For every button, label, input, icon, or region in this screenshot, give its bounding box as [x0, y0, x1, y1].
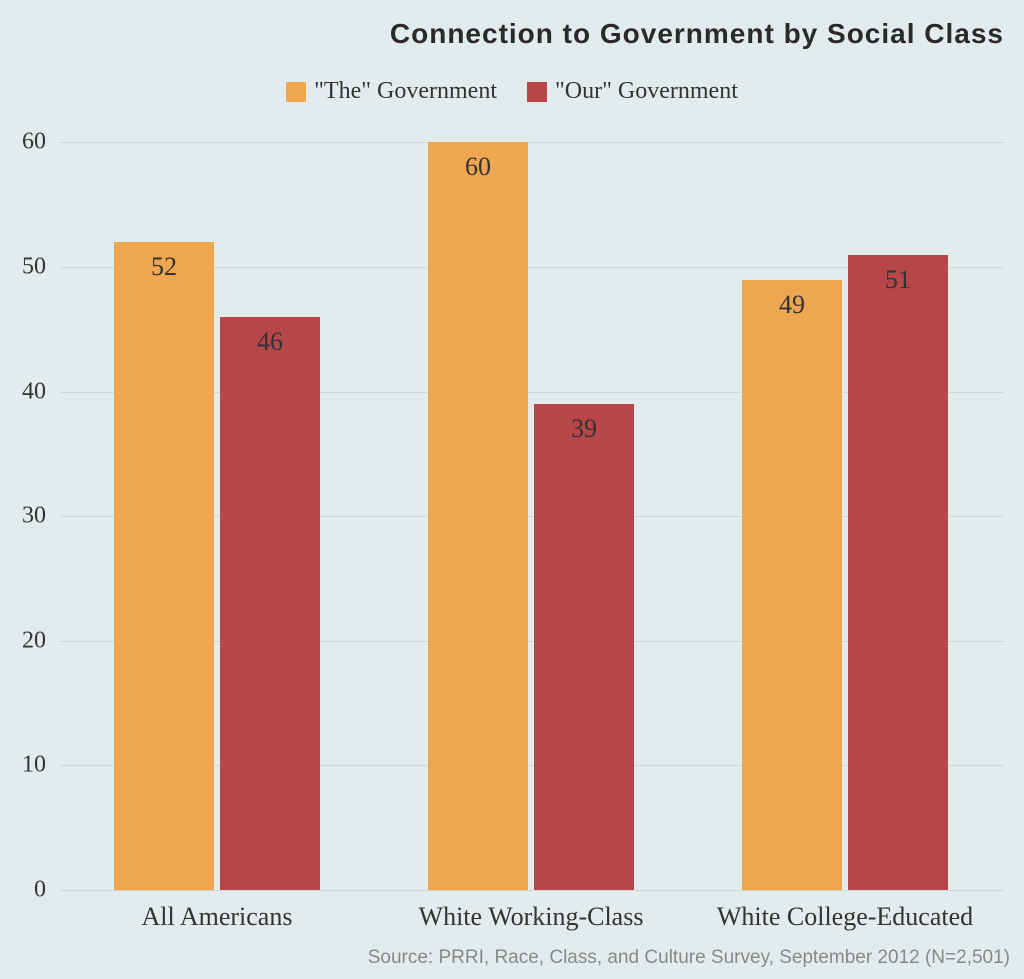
bar-value-label: 39: [534, 414, 634, 444]
legend-item-our: "Our" Government: [527, 78, 738, 105]
ytick-label: 40: [0, 378, 46, 405]
legend-swatch-our: [527, 82, 547, 102]
source-text: Source: PRRI, Race, Class, and Culture S…: [0, 947, 1010, 969]
bar-value-label: 60: [428, 152, 528, 182]
bar: 46: [220, 317, 320, 890]
gridline: [60, 890, 1004, 891]
xtick-label: White Working-Class: [374, 902, 688, 932]
legend: "The" Government "Our" Government: [0, 78, 1024, 105]
legend-item-the: "The" Government: [286, 78, 497, 105]
bar-value-label: 52: [114, 252, 214, 282]
legend-swatch-the: [286, 82, 306, 102]
chart-title: Connection to Government by Social Class: [0, 18, 1004, 50]
ytick-label: 20: [0, 627, 46, 654]
bar: 39: [534, 404, 634, 890]
bars-layer: 52 46 60 39 4951: [60, 130, 1004, 890]
ytick-label: 50: [0, 254, 46, 281]
ytick-label: 0: [0, 877, 46, 904]
bar-value-label: 51: [848, 265, 948, 295]
xtick-label: White College-Educated: [688, 902, 1002, 932]
plot-area: 52 46 60 39 4951: [60, 130, 1004, 890]
ytick-label: 60: [0, 129, 46, 156]
legend-label-our: "Our" Government: [555, 78, 738, 105]
bar-value-label: 46: [220, 327, 320, 357]
bar: 52: [114, 242, 214, 890]
bar: 49: [742, 280, 842, 890]
bar-value-label: 49: [742, 290, 842, 320]
ytick-label: 30: [0, 503, 46, 530]
bar: 60: [428, 142, 528, 890]
ytick-label: 10: [0, 752, 46, 779]
legend-label-the: "The" Government: [314, 78, 497, 105]
xtick-label: All Americans: [60, 902, 374, 932]
bar: 51: [848, 255, 948, 890]
